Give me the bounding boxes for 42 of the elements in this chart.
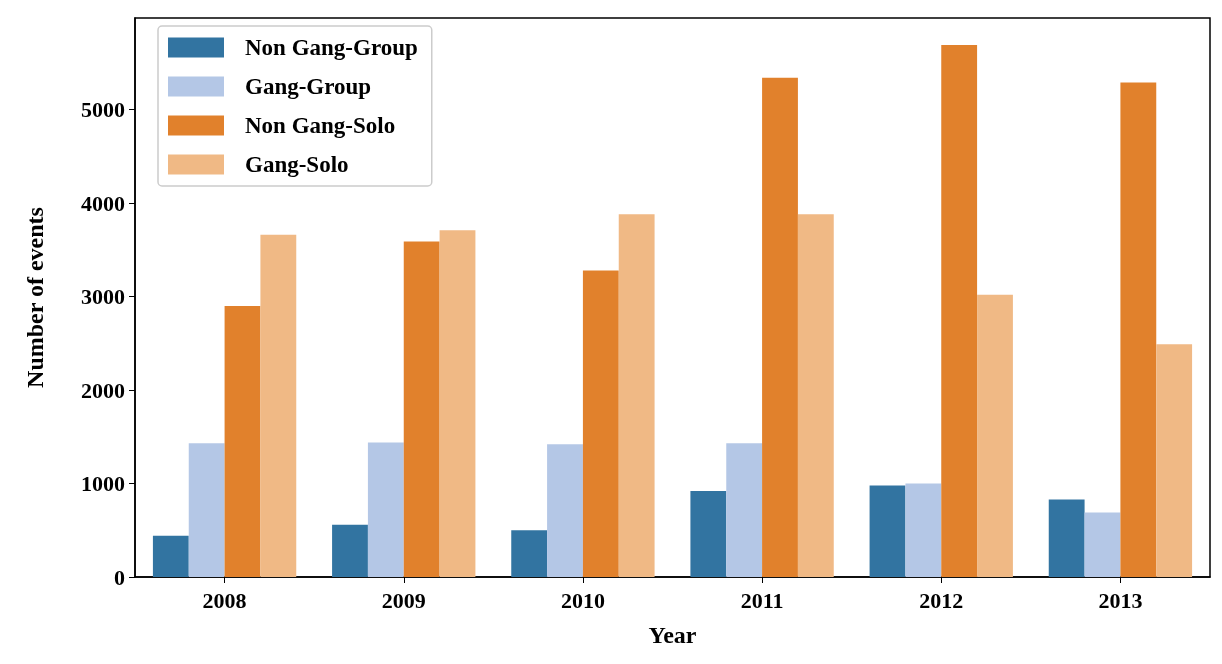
legend-label: Gang-Group <box>245 74 372 99</box>
y-tick-label: 0 <box>114 564 125 590</box>
y-tick-label: 3000 <box>81 284 125 310</box>
bar <box>762 77 798 577</box>
legend-label: Non Gang-Group <box>245 35 418 60</box>
bar <box>690 491 727 577</box>
y-axis-title: Number of events <box>22 207 48 388</box>
bar <box>188 443 225 577</box>
bar <box>1048 499 1085 577</box>
x-tick-label: 2011 <box>740 587 784 613</box>
bar <box>1084 512 1121 577</box>
bar <box>224 305 261 577</box>
bar <box>439 230 476 577</box>
bar <box>905 483 942 577</box>
bar <box>618 214 655 577</box>
bar <box>977 294 1013 577</box>
x-tick-label: 2008 <box>202 587 247 613</box>
x-tick-label: 2010 <box>560 587 605 613</box>
y-tick-label: 1000 <box>81 471 125 497</box>
legend-label: Non Gang-Solo <box>245 113 396 138</box>
bar <box>332 524 368 577</box>
bar <box>1120 82 1157 577</box>
bar <box>1156 344 1193 577</box>
bar <box>869 485 906 577</box>
bar <box>797 214 834 577</box>
bar <box>403 241 440 577</box>
bar <box>547 444 583 577</box>
x-tick-label: 2013 <box>1098 587 1143 613</box>
bar <box>260 234 297 577</box>
bar <box>511 530 548 577</box>
legend-label: Gang-Solo <box>245 152 349 177</box>
bar <box>726 443 763 577</box>
bar <box>152 535 189 577</box>
x-tick-label: 2012 <box>919 587 964 613</box>
y-tick-label: 4000 <box>81 190 125 216</box>
bar <box>941 45 978 577</box>
y-tick-label: 2000 <box>81 377 125 403</box>
bar <box>367 442 404 577</box>
y-tick-label: 5000 <box>81 97 125 123</box>
x-tick-label: 2009 <box>381 587 426 613</box>
bar <box>582 270 619 577</box>
x-axis-title: Year <box>648 622 697 648</box>
